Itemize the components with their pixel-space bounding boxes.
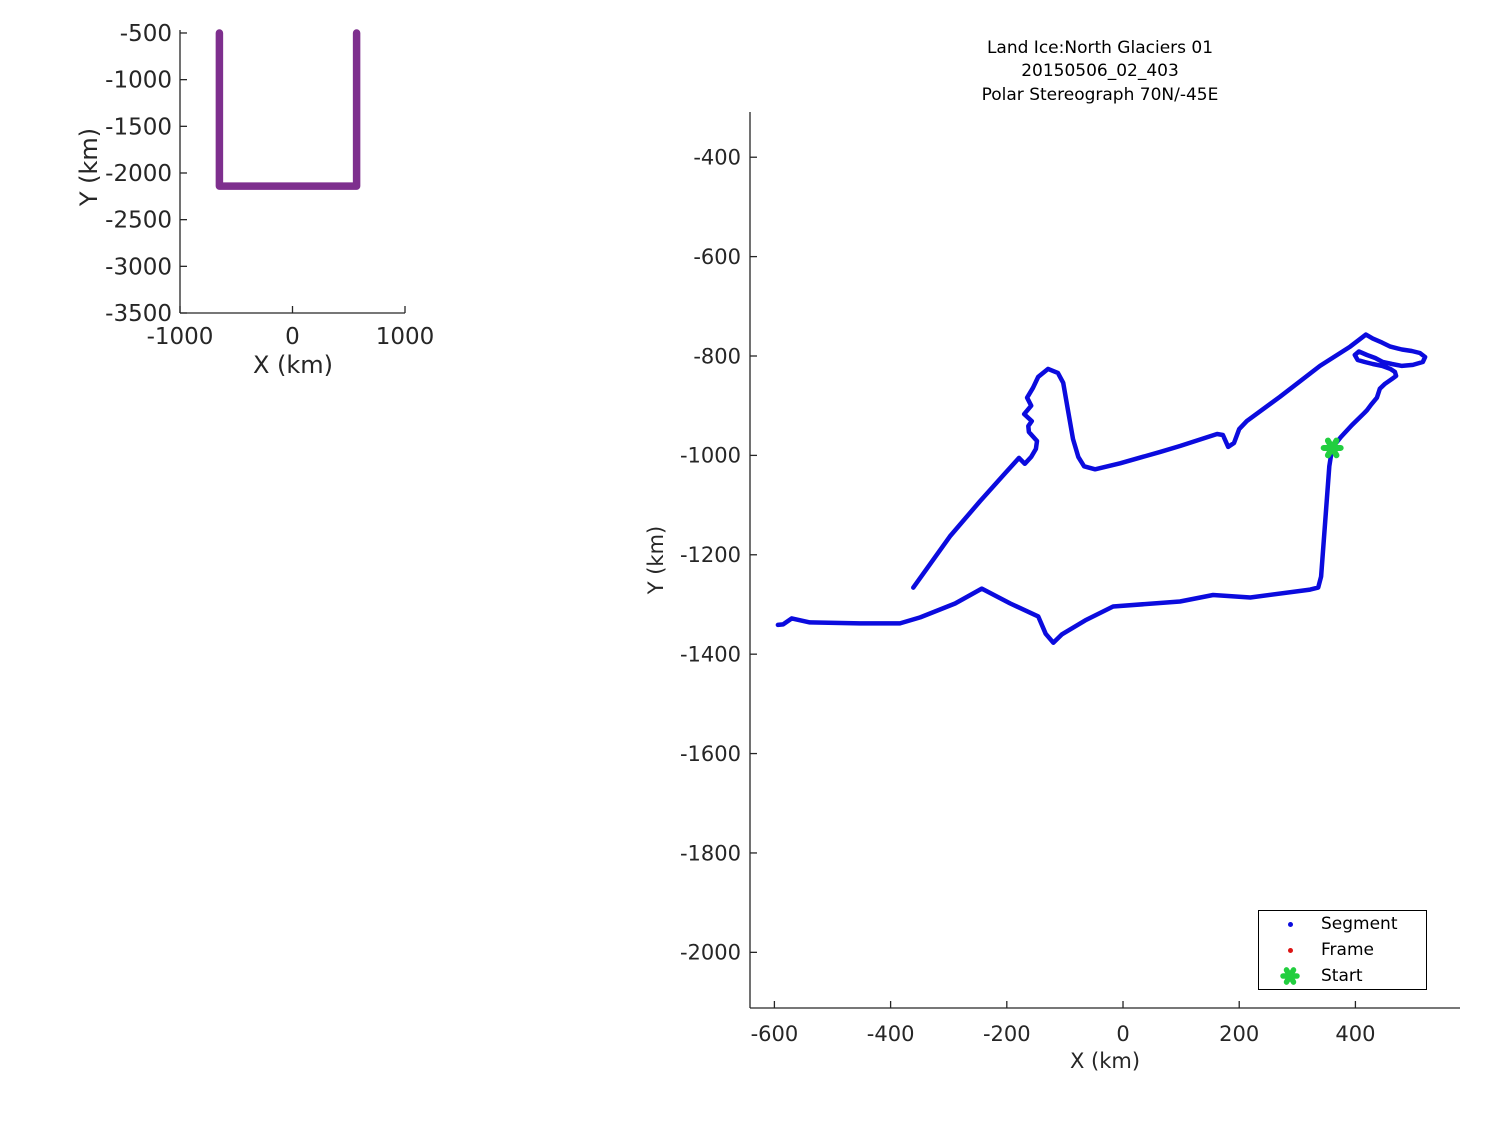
x-tick-label: -200 (983, 1022, 1031, 1046)
title-line-mission: Land Ice:North Glaciers 01 (986, 38, 1214, 58)
mission-coverage-outline (215, 29, 361, 190)
title-line-projection: Polar Stereograph 70N/-45E (981, 84, 1219, 105)
y-tick-label: -400 (693, 146, 741, 170)
y-tick-label: -600 (693, 245, 741, 269)
legend-box: Segment Frame Start (1258, 910, 1427, 990)
y-tick-label: -3000 (105, 254, 172, 280)
x-tick-label: -400 (867, 1022, 915, 1046)
x-tick-label: 0 (1116, 1022, 1129, 1046)
start-marker (1320, 437, 1344, 459)
title-line-flight-id: 20150506_02_403 (1021, 61, 1179, 82)
legend-item-frame: Frame (1259, 938, 1426, 963)
y-tick-label: -1000 (680, 444, 741, 468)
y-tick-label: -2000 (105, 161, 172, 187)
overview-x-axis-label: X (km) (252, 351, 334, 379)
y-tick-label: -1400 (680, 643, 741, 667)
legend-label-start: Start (1321, 965, 1363, 986)
x-tick-label: -1000 (147, 324, 214, 350)
x-tick-label: 200 (1219, 1022, 1259, 1046)
y-tick-label: -800 (693, 344, 741, 368)
y-tick-label: -1000 (105, 68, 172, 94)
y-tick-label: -1500 (105, 114, 172, 140)
overview-y-axis-label: Y (km) (75, 127, 103, 207)
x-tick-label: 1000 (376, 324, 435, 350)
flight-plot: -600 -400 -200 0 200 400-400-600-800-1000-120… (680, 112, 1460, 1046)
y-tick-label: -1200 (680, 543, 741, 567)
legend-label-frame: Frame (1321, 940, 1374, 960)
x-tick-label: 0 (285, 324, 300, 350)
segment-track (775, 332, 1428, 645)
frame-dot-icon (1259, 947, 1321, 953)
y-tick-label: -1800 (680, 841, 741, 865)
y-tick-label: -3500 (105, 301, 172, 327)
y-tick-label: -2500 (105, 208, 172, 234)
x-tick-label: 400 (1335, 1022, 1375, 1046)
legend-start-asterisk (1280, 966, 1300, 985)
flight-chart-title: Land Ice:North Glaciers 01 20150506_02_4… (750, 37, 1450, 107)
y-tick-label: -1600 (680, 742, 741, 766)
y-tick-label: -2000 (680, 941, 741, 965)
flight-y-axis-label: Y (km) (644, 525, 668, 595)
legend-item-segment: Segment (1259, 912, 1426, 937)
y-tick-label: -500 (120, 21, 172, 47)
legend-label-segment: Segment (1321, 914, 1398, 935)
legend-item-start: Start (1259, 963, 1426, 988)
flight-x-axis-label: X (km) (1069, 1049, 1141, 1073)
segment-dot-icon (1259, 921, 1321, 927)
x-tick-label: -600 (751, 1022, 799, 1046)
overview-plot: -1000 0 1000 -500 -1000 -1500 -2000 -2500 -3000 -… (105, 21, 434, 350)
start-asterisk-icon (1259, 966, 1321, 986)
